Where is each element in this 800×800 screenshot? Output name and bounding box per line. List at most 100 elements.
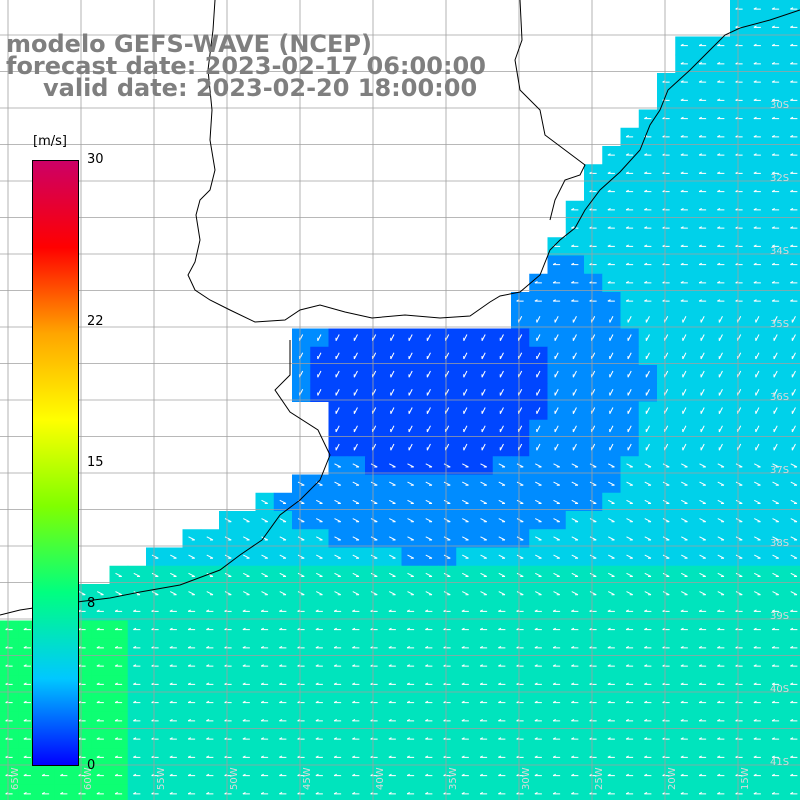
wind-arrow [462, 463, 469, 468]
wind-arrow-head [753, 171, 757, 174]
wind-arrow [316, 536, 323, 541]
wind-arrow [390, 334, 395, 341]
wind-arrow-head [315, 791, 319, 795]
wind-arrow-head [279, 609, 283, 612]
wind-arrow [700, 370, 705, 378]
wind-arrow-head [114, 700, 118, 704]
wind-arrow-head [425, 609, 429, 612]
wind-arrow [717, 554, 725, 559]
wind-arrow-head [625, 718, 629, 722]
wind-arrow [389, 554, 396, 559]
wind-arrow [589, 463, 597, 468]
wind-arrow [408, 370, 413, 378]
ocean-cell [784, 529, 800, 548]
wind-arrow-head [571, 700, 575, 704]
wind-arrow-head [23, 645, 27, 649]
wind-arrow-head [753, 718, 757, 722]
wind-arrow-head [169, 700, 173, 704]
wind-arrow-head [41, 773, 45, 777]
wind-arrow [772, 518, 779, 523]
wind-arrow-head [644, 299, 648, 302]
wind-arrow [627, 425, 632, 433]
wind-arrow-head [644, 737, 648, 740]
wind-arrow [772, 554, 779, 559]
wind-arrow [463, 425, 468, 433]
wind-arrow [335, 370, 340, 378]
wind-arrow-head [425, 664, 429, 667]
wind-arrow-head [680, 207, 684, 211]
wind-arrow-head [698, 737, 702, 740]
wind-arrow [608, 591, 615, 596]
wind-arrow [553, 554, 560, 559]
wind-arrow [755, 407, 760, 414]
wind-arrow-head [790, 718, 794, 722]
wind-arrow-head [753, 207, 757, 211]
wind-arrow-head [607, 189, 611, 193]
wind-arrow [443, 463, 451, 468]
wind-arrow-head [206, 609, 210, 612]
wind-arrow [481, 352, 486, 360]
wind-arrow [516, 554, 524, 559]
ocean-cell [54, 784, 74, 800]
wind-arrow-head [333, 773, 337, 777]
wind-arrow [370, 499, 378, 504]
title-model: modelo GEFS-WAVE (NCEP) [6, 30, 372, 58]
wind-arrow-head [242, 627, 246, 631]
wind-arrow-head [260, 664, 264, 667]
ocean-cell [328, 784, 348, 800]
wind-arrow [279, 536, 287, 541]
wind-arrow-head [698, 226, 702, 229]
wind-arrow-head [534, 627, 538, 631]
wind-arrow [553, 518, 560, 523]
wind-arrow-head [680, 43, 684, 47]
wind-arrow [243, 518, 250, 523]
wind-arrow-head [479, 755, 483, 758]
wind-arrow-head [790, 134, 794, 138]
wind-arrow-head [607, 262, 611, 266]
wind-arrow-head [114, 627, 118, 631]
wind-arrow-head [133, 791, 137, 795]
latitude-label: 41S [770, 757, 790, 768]
wind-arrow [516, 536, 524, 541]
wind-arrow-head [607, 171, 611, 174]
wind-arrow-head [680, 98, 684, 101]
wind-arrow [443, 481, 451, 486]
wind-arrow [572, 389, 577, 396]
wind-arrow [97, 591, 104, 596]
wind-arrow [535, 481, 542, 486]
wind-arrow [389, 536, 396, 541]
wind-arrow [170, 554, 177, 559]
wind-arrow-head [607, 299, 611, 302]
wind-arrow [535, 499, 542, 504]
wind-arrow [662, 591, 670, 596]
wind-arrow-head [114, 718, 118, 722]
wind-arrow [772, 481, 779, 486]
wind-arrow-head [406, 682, 410, 685]
wind-arrow-head [625, 645, 629, 649]
wind-arrow [480, 536, 487, 541]
wind-arrow-head [187, 682, 191, 685]
wind-arrow [626, 572, 633, 577]
wind-arrow-head [352, 773, 356, 777]
wind-arrow [700, 334, 705, 341]
wind-arrow [353, 352, 358, 360]
wind-arrow-head [571, 645, 575, 649]
wind-arrow [645, 425, 650, 433]
wind-arrow [535, 554, 542, 559]
wind-arrow-head [260, 791, 264, 795]
wind-arrow [316, 554, 323, 559]
wind-arrow [133, 572, 141, 577]
wind-arrow [554, 389, 559, 396]
wind-arrow-head [644, 153, 648, 156]
wind-arrow [370, 572, 378, 577]
wind-arrow-head [388, 700, 392, 704]
wind-arrow-head [698, 645, 702, 649]
wind-arrow-head [96, 718, 100, 722]
wind-arrow-head [698, 171, 702, 174]
wind-arrow-head [96, 664, 100, 667]
wind-arrow-head [60, 773, 64, 777]
wind-arrow [772, 463, 779, 468]
wind-arrow-head [133, 718, 137, 722]
wind-arrow-head [242, 773, 246, 777]
